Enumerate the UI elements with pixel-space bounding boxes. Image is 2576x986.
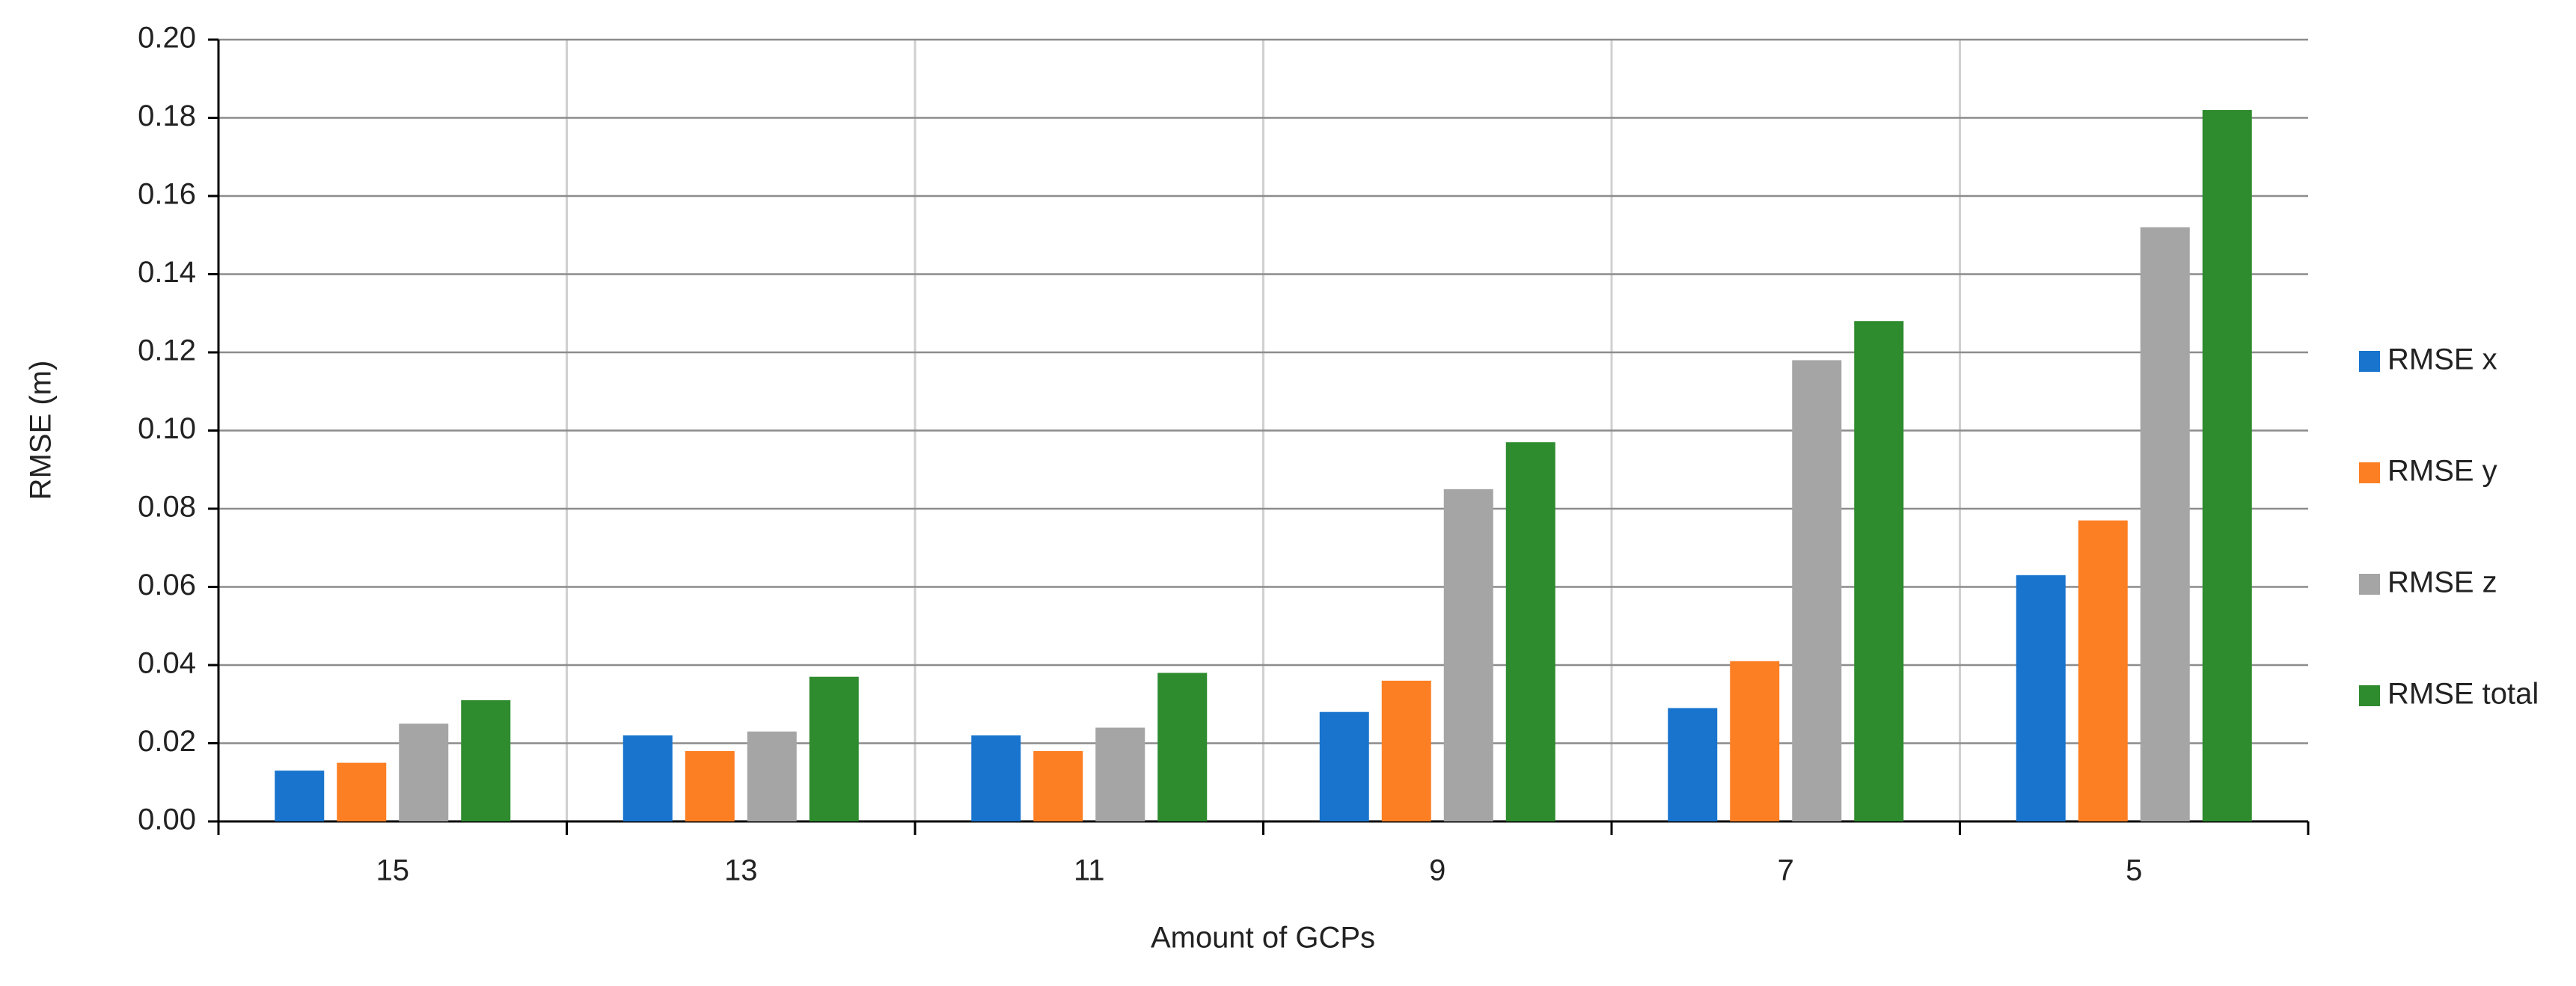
x-tick-label: 5 [2126,854,2142,887]
y-tick-label: 0.00 [138,803,196,836]
x-tick-label: 15 [376,854,410,887]
y-tick-label: 0.14 [138,256,196,289]
legend-swatch [2359,574,2380,595]
bar [1033,750,1083,821]
legend-swatch [2359,685,2380,706]
bar [1792,360,1842,821]
bar [971,735,1021,821]
y-tick-label: 0.12 [138,334,196,367]
bar [809,676,859,821]
bar [1319,711,1369,821]
bar [685,750,735,821]
legend-label: RMSE x [2387,343,2497,376]
y-tick-label: 0.20 [138,22,196,55]
x-tick-label: 13 [724,854,758,887]
bar [1668,708,1718,821]
y-tick-label: 0.16 [138,178,196,211]
bar [2016,575,2066,821]
y-axis-title: RMSE (m) [25,361,58,500]
bar [2078,520,2128,821]
bar [399,723,449,821]
y-tick-label: 0.08 [138,491,196,524]
bar [461,700,511,821]
legend-swatch [2359,351,2380,372]
bar [1381,680,1431,821]
bar [1730,661,1780,821]
bar [2202,110,2252,822]
bar [747,731,797,821]
bar [1854,321,1904,821]
bar [622,735,673,821]
x-tick-label: 11 [1074,854,1105,887]
y-tick-label: 0.04 [138,647,196,680]
y-tick-label: 0.18 [138,99,196,132]
x-axis-title: Amount of GCPs [1151,922,1375,955]
legend-label: RMSE y [2387,455,2497,488]
x-tick-label: 9 [1429,854,1445,887]
bar [1157,673,1208,821]
legend-label: RMSE z [2387,566,2497,599]
bar [1505,442,1555,821]
bar [1443,489,1493,821]
bar [275,771,325,821]
x-tick-label: 7 [1778,854,1794,887]
bar [2140,227,2190,821]
legend-label: RMSE total [2387,678,2539,711]
bar [1095,727,1145,821]
y-tick-label: 0.06 [138,569,196,601]
bar [337,762,387,821]
legend-swatch [2359,462,2380,483]
y-tick-label: 0.10 [138,412,196,445]
y-tick-label: 0.02 [138,725,196,758]
